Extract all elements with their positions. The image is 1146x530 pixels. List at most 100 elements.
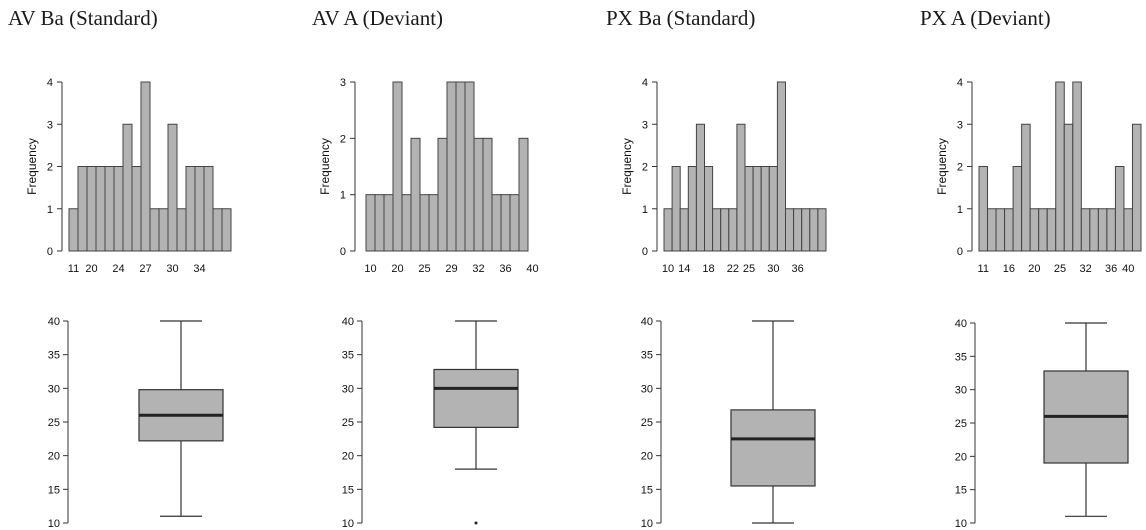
- y-tick-label: 20: [955, 451, 967, 463]
- x-tick-label: 34: [193, 263, 205, 275]
- y-tick-label: 25: [641, 417, 653, 429]
- hist-bar: [1063, 123, 1074, 252]
- y-tick-label: 15: [48, 484, 60, 496]
- hist-bar: [809, 208, 819, 252]
- y-tick-label: 35: [641, 350, 653, 362]
- y-tick-label: 25: [955, 418, 967, 430]
- hist-bar: [1012, 166, 1023, 252]
- x-tick-label: 36: [792, 263, 804, 275]
- iqr-box: [730, 409, 816, 487]
- hist-bar: [410, 137, 421, 252]
- hist-bar: [1114, 166, 1125, 252]
- hist-bar: [768, 166, 778, 252]
- y-tick-label: 10: [955, 518, 967, 530]
- hist-bar: [785, 208, 795, 252]
- y-tick-label: 40: [342, 316, 354, 328]
- y-tick-label: 0: [957, 246, 963, 258]
- hist-bar: [104, 166, 115, 252]
- hist-bar: [1021, 123, 1031, 252]
- hist-bar: [437, 137, 448, 252]
- x-tick-label: 32: [472, 263, 484, 275]
- hist-bar: [509, 194, 520, 252]
- panel-title-px-ba: PX Ba (Standard): [606, 6, 756, 30]
- y-axis-label: Frequency: [935, 138, 949, 195]
- y-tick-label: 2: [340, 133, 346, 145]
- hist-bar: [1089, 208, 1099, 252]
- y-tick-label: 15: [955, 485, 967, 497]
- y-tick-label: 4: [642, 77, 648, 89]
- hist-bar: [167, 123, 178, 252]
- y-tick-label: 20: [48, 451, 60, 463]
- x-tick-label: 40: [526, 263, 538, 275]
- panel-title-av-ba: AV Ba (Standard): [8, 6, 158, 30]
- hist-bar: [473, 137, 484, 252]
- x-tick-label: 14: [678, 263, 690, 275]
- hist-bar: [221, 208, 232, 252]
- hist-bar: [663, 208, 673, 252]
- hist-bar: [1106, 208, 1116, 252]
- hist-bar: [185, 166, 196, 252]
- hist-bar: [482, 137, 493, 252]
- y-tick-label: 3: [957, 119, 963, 131]
- y-tick-label: 20: [342, 451, 354, 463]
- hist-bar: [392, 81, 403, 252]
- y-tick-label: 1: [957, 204, 963, 216]
- hist-bar: [365, 194, 376, 252]
- y-tick-label: 30: [641, 383, 653, 395]
- x-tick-label: 32: [1079, 263, 1091, 275]
- y-tick-label: 25: [342, 417, 354, 429]
- y-tick-label: 3: [47, 119, 53, 131]
- hist-bar: [671, 166, 681, 252]
- y-tick-label: 15: [641, 484, 653, 496]
- hist-bar: [203, 166, 214, 252]
- x-tick-label: 36: [1105, 263, 1117, 275]
- hist-bar: [1131, 123, 1142, 252]
- hist-bar: [817, 208, 827, 252]
- y-tick-label: 4: [957, 77, 963, 89]
- hist-bar: [679, 208, 689, 252]
- hist-bar: [113, 166, 124, 252]
- hist-bar: [122, 123, 133, 252]
- hist-bar: [1072, 81, 1082, 252]
- iqr-box: [433, 368, 519, 428]
- hist-bar: [176, 208, 187, 252]
- hist-bar: [720, 208, 730, 252]
- y-tick-label: 1: [47, 204, 53, 216]
- x-tick-label: 11: [68, 263, 79, 275]
- y-axis-label: Frequency: [620, 138, 634, 195]
- hist-bar: [704, 166, 714, 252]
- y-tick-label: 40: [955, 318, 967, 330]
- y-tick-label: 2: [642, 162, 648, 174]
- hist-bar: [736, 123, 746, 252]
- hist-bar: [77, 166, 88, 252]
- x-tick-label: 11: [978, 263, 989, 275]
- hist-bar: [695, 123, 706, 252]
- y-tick-label: 15: [342, 484, 354, 496]
- y-tick-label: 35: [342, 350, 354, 362]
- hist-bar: [518, 137, 529, 252]
- hist-bar: [1123, 208, 1133, 252]
- hist-bar: [149, 208, 160, 252]
- x-tick-label: 10: [364, 263, 376, 275]
- y-axis-label: Frequency: [318, 138, 332, 195]
- hist-bar: [419, 194, 430, 252]
- y-tick-label: 40: [641, 316, 653, 328]
- hist-bar: [978, 166, 989, 252]
- hist-bar: [987, 208, 997, 252]
- hist-bar: [1046, 208, 1057, 252]
- x-tick-label: 25: [1054, 263, 1066, 275]
- x-tick-label: 18: [702, 263, 714, 275]
- hist-bar: [68, 208, 79, 252]
- hist-bar: [760, 166, 770, 252]
- hist-bar: [752, 166, 762, 252]
- x-tick-label: 25: [743, 263, 755, 275]
- hist-bar: [428, 194, 439, 252]
- y-tick-label: 2: [957, 162, 963, 174]
- x-tick-label: 30: [166, 263, 178, 275]
- y-tick-label: 3: [340, 77, 346, 89]
- y-tick-label: 0: [642, 246, 648, 258]
- y-tick-label: 30: [48, 383, 60, 395]
- hist-bar: [212, 208, 223, 252]
- y-tick-label: 30: [955, 385, 967, 397]
